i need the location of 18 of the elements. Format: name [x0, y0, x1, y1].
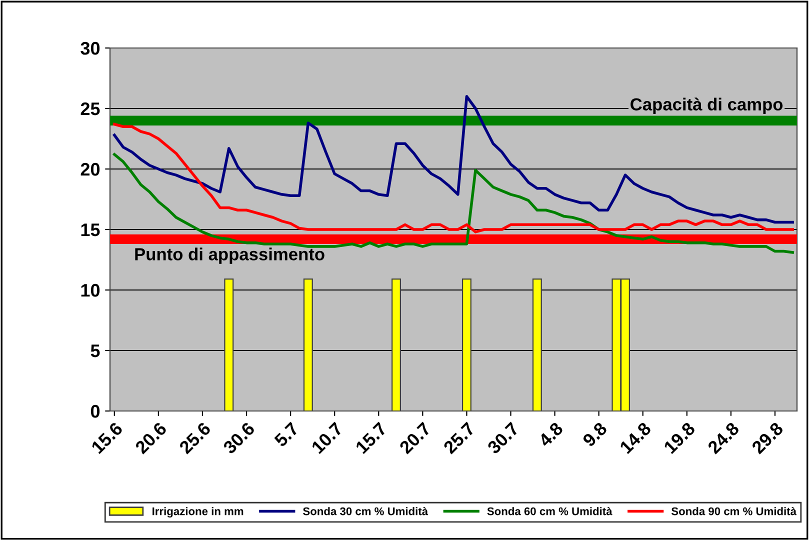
legend-label: Sonda 90 cm % Umidità — [671, 506, 797, 516]
x-tick-label: 9.8 — [582, 421, 608, 448]
y-tick-label: 10 — [81, 284, 100, 297]
legend-label: Sonda 60 cm % Umidità — [487, 506, 612, 516]
y-tick-label: 15 — [81, 224, 100, 236]
legend-label: Sonda 30 cm % Umidità — [303, 506, 428, 516]
y-tick-label: 25 — [80, 102, 100, 116]
ref-line-label: Capacità di campo — [630, 98, 783, 114]
line-series — [113, 95, 794, 224]
ref-line-label: Punto di appassimento — [135, 248, 324, 264]
legend-label: Irrigazione in mm — [152, 507, 244, 518]
x-tick-label: 30.6 — [222, 422, 256, 455]
y-tick-label: 5 — [90, 344, 100, 358]
x-tick-label: 4.8 — [538, 421, 564, 448]
y-tick-label: 30 — [80, 42, 100, 55]
y-tick-label: 0 — [90, 404, 100, 418]
y-tick-label: 20 — [80, 162, 100, 176]
x-tick-label: 5.7 — [274, 422, 300, 448]
